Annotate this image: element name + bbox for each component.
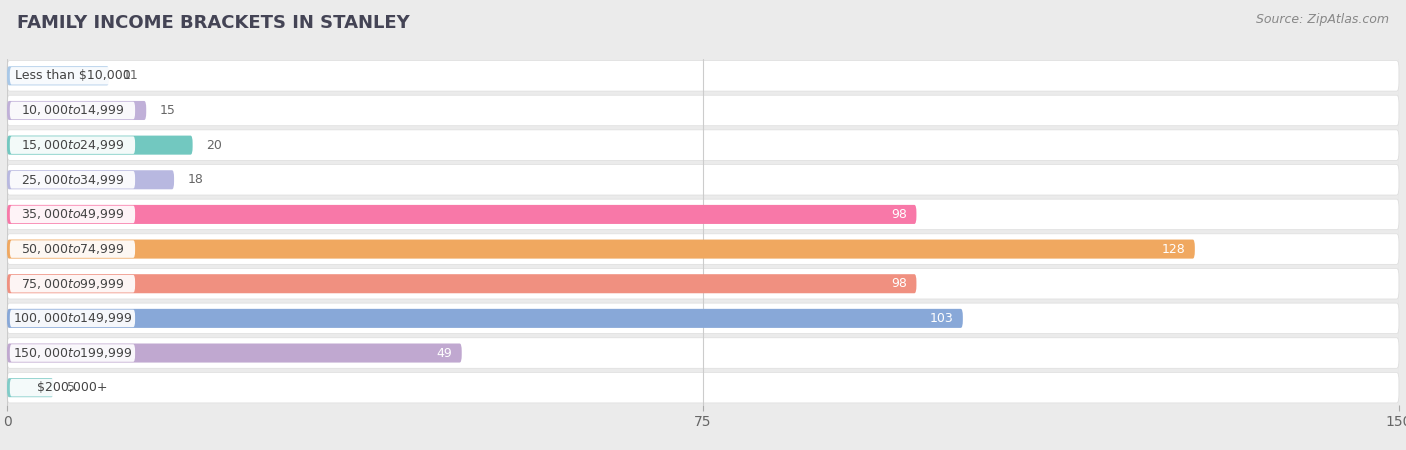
FancyBboxPatch shape xyxy=(7,135,193,155)
FancyBboxPatch shape xyxy=(10,102,135,119)
FancyBboxPatch shape xyxy=(7,130,1399,160)
FancyBboxPatch shape xyxy=(7,199,1399,230)
FancyBboxPatch shape xyxy=(7,170,174,189)
FancyBboxPatch shape xyxy=(7,101,146,120)
FancyBboxPatch shape xyxy=(7,269,1399,299)
Text: $10,000 to $14,999: $10,000 to $14,999 xyxy=(21,104,124,117)
FancyBboxPatch shape xyxy=(7,378,53,397)
Text: 98: 98 xyxy=(891,277,907,290)
FancyBboxPatch shape xyxy=(10,275,135,292)
FancyBboxPatch shape xyxy=(10,344,135,362)
Text: $150,000 to $199,999: $150,000 to $199,999 xyxy=(13,346,132,360)
FancyBboxPatch shape xyxy=(7,274,917,293)
Text: 15: 15 xyxy=(160,104,176,117)
FancyBboxPatch shape xyxy=(7,205,917,224)
FancyBboxPatch shape xyxy=(7,61,1399,91)
FancyBboxPatch shape xyxy=(7,373,1399,403)
FancyBboxPatch shape xyxy=(7,343,461,363)
Text: $75,000 to $99,999: $75,000 to $99,999 xyxy=(21,277,124,291)
Text: 5: 5 xyxy=(67,381,76,394)
FancyBboxPatch shape xyxy=(10,136,135,154)
FancyBboxPatch shape xyxy=(7,234,1399,264)
Text: $200,000+: $200,000+ xyxy=(37,381,108,394)
Text: FAMILY INCOME BRACKETS IN STANLEY: FAMILY INCOME BRACKETS IN STANLEY xyxy=(17,14,409,32)
FancyBboxPatch shape xyxy=(7,338,1399,368)
FancyBboxPatch shape xyxy=(7,309,963,328)
FancyBboxPatch shape xyxy=(7,66,110,86)
Text: $25,000 to $34,999: $25,000 to $34,999 xyxy=(21,173,124,187)
Text: Source: ZipAtlas.com: Source: ZipAtlas.com xyxy=(1256,14,1389,27)
FancyBboxPatch shape xyxy=(10,67,135,85)
Text: 11: 11 xyxy=(124,69,139,82)
Text: 18: 18 xyxy=(188,173,204,186)
FancyBboxPatch shape xyxy=(7,95,1399,126)
FancyBboxPatch shape xyxy=(7,303,1399,333)
FancyBboxPatch shape xyxy=(10,379,135,396)
Text: Less than $10,000: Less than $10,000 xyxy=(14,69,131,82)
FancyBboxPatch shape xyxy=(7,239,1195,259)
Text: $50,000 to $74,999: $50,000 to $74,999 xyxy=(21,242,124,256)
FancyBboxPatch shape xyxy=(10,206,135,223)
FancyBboxPatch shape xyxy=(7,165,1399,195)
Text: 128: 128 xyxy=(1161,243,1185,256)
Text: $100,000 to $149,999: $100,000 to $149,999 xyxy=(13,311,132,325)
Text: $35,000 to $49,999: $35,000 to $49,999 xyxy=(21,207,124,221)
Text: 20: 20 xyxy=(207,139,222,152)
Text: $15,000 to $24,999: $15,000 to $24,999 xyxy=(21,138,124,152)
Text: 103: 103 xyxy=(929,312,953,325)
Text: 49: 49 xyxy=(437,346,453,360)
FancyBboxPatch shape xyxy=(10,171,135,189)
Text: 98: 98 xyxy=(891,208,907,221)
FancyBboxPatch shape xyxy=(10,310,135,327)
FancyBboxPatch shape xyxy=(10,240,135,258)
